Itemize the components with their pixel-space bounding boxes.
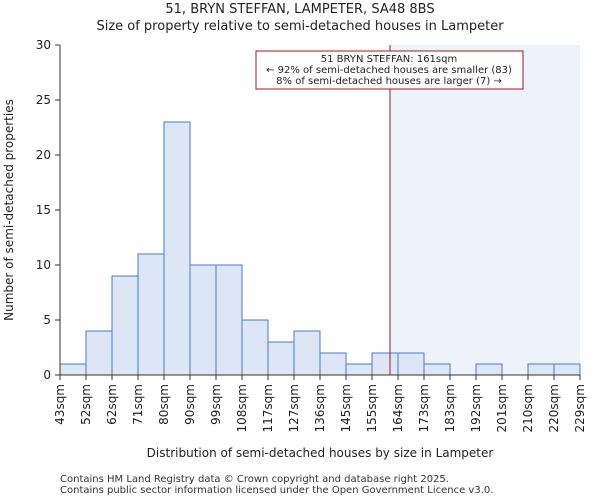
bar-155sqm [371, 352, 399, 376]
x-tick-label: 136sqm [313, 384, 327, 432]
larger-properties-highlight [390, 45, 580, 375]
footer-licence: Contains public sector information licen… [60, 485, 494, 496]
x-axis: 43sqm 52sqm 62sqm 71sqm 80sqm 90sqm 99sqm 108sq… [53, 374, 587, 432]
y-tick-label: 25 [36, 93, 51, 107]
bar-173sqm [423, 363, 451, 376]
x-tick-label: 117sqm [261, 384, 275, 432]
bar-210sqm [527, 363, 555, 376]
x-axis-label: Distribution of semi-detached houses by … [147, 446, 494, 460]
bar-145sqm [345, 363, 373, 376]
bar-117sqm [267, 341, 295, 376]
y-tick-label: 30 [36, 38, 51, 52]
x-tick-label: 52sqm [79, 384, 93, 425]
x-tick-label: 201sqm [495, 384, 509, 432]
x-tick-label: 99sqm [209, 384, 223, 425]
x-tick-label: 220sqm [547, 384, 561, 432]
annotation-line-1: 51 BRYN STEFFAN: 161sqm [321, 54, 457, 65]
bar-90sqm [189, 264, 217, 376]
y-axis: 0 5 10 15 20 25 30 [36, 38, 61, 382]
chart-title: 51, BRYN STEFFAN, LAMPETER, SA48 8BS [165, 2, 435, 17]
annotation-line-3: 8% of semi-detached houses are larger (7… [276, 76, 502, 87]
x-tick-label: 80sqm [157, 384, 171, 425]
footer-copyright: Contains HM Land Registry data © Crown c… [60, 474, 449, 485]
x-tick-label: 71sqm [131, 384, 145, 425]
bar-62sqm [111, 275, 139, 376]
x-tick-label: 229sqm [573, 384, 587, 432]
chart-subtitle: Size of property relative to semi-detach… [96, 19, 504, 34]
y-tick-label: 15 [36, 203, 51, 217]
bar-220sqm [553, 363, 581, 376]
x-tick-label: 127sqm [287, 384, 301, 432]
bar-127sqm [293, 330, 321, 376]
x-tick-label: 164sqm [391, 384, 405, 432]
annotation-box [255, 50, 524, 90]
x-tick-label: 108sqm [235, 384, 249, 432]
bar-99sqm [215, 264, 243, 376]
y-tick-label: 5 [43, 313, 51, 327]
y-tick-label: 0 [43, 368, 51, 382]
bars-group [59, 121, 581, 376]
x-tick-label: 173sqm [417, 384, 431, 432]
bar-43sqm [59, 363, 87, 376]
x-tick-label: 155sqm [365, 384, 379, 432]
y-tick-label: 20 [36, 148, 51, 162]
x-tick-label: 183sqm [443, 384, 457, 432]
x-tick-label: 43sqm [53, 384, 67, 425]
bar-164sqm [397, 352, 425, 376]
bar-52sqm [85, 330, 113, 376]
bar-192sqm [475, 363, 503, 376]
x-tick-label: 210sqm [521, 384, 535, 432]
x-tick-label: 62sqm [105, 384, 119, 425]
bar-71sqm [137, 253, 165, 376]
x-tick-label: 192sqm [469, 384, 483, 432]
x-tick-label: 145sqm [339, 384, 353, 432]
y-tick-label: 10 [36, 258, 51, 272]
annotation-line-2: ← 92% of semi-detached houses are smalle… [266, 65, 512, 76]
bar-136sqm [319, 352, 347, 376]
x-tick-label: 90sqm [183, 384, 197, 425]
bar-108sqm [241, 319, 269, 376]
y-axis-label: Number of semi-detached properties [2, 99, 16, 321]
bar-80sqm [163, 121, 191, 376]
